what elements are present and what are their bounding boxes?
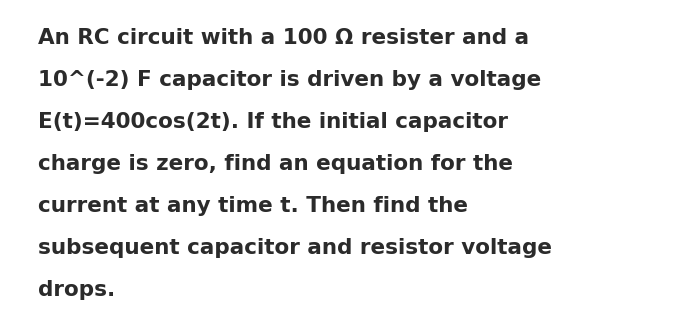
Text: E(t)=400cos(2t). If the initial capacitor: E(t)=400cos(2t). If the initial capacito…	[38, 112, 508, 132]
Text: current at any time t. Then find the: current at any time t. Then find the	[38, 196, 468, 216]
Text: charge is zero, find an equation for the: charge is zero, find an equation for the	[38, 154, 513, 174]
Text: drops.: drops.	[38, 280, 116, 300]
Text: An RC circuit with a 100 Ω resister and a: An RC circuit with a 100 Ω resister and …	[38, 28, 529, 48]
Text: subsequent capacitor and resistor voltage: subsequent capacitor and resistor voltag…	[38, 238, 552, 258]
Text: 10^(-2) F capacitor is driven by a voltage: 10^(-2) F capacitor is driven by a volta…	[38, 70, 541, 90]
